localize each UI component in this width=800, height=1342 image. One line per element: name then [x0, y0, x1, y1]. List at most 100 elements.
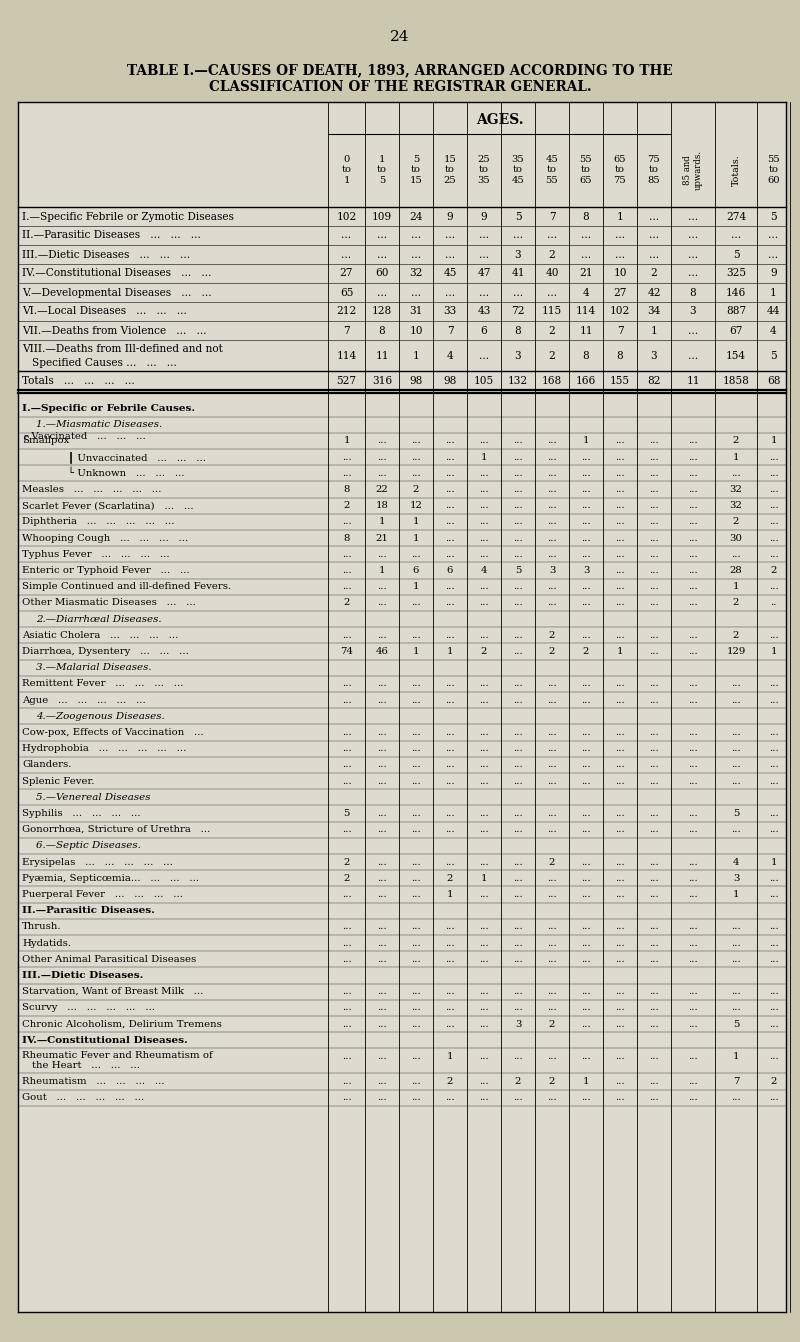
Text: ...: ...	[547, 890, 557, 899]
Text: 6: 6	[413, 566, 419, 574]
Text: 2: 2	[549, 631, 555, 640]
Text: ...: ...	[479, 761, 489, 769]
Text: ...: ...	[377, 1052, 387, 1062]
Text: ...: ...	[649, 1052, 659, 1062]
Text: ...: ...	[731, 695, 741, 705]
Text: 31: 31	[410, 306, 422, 317]
Text: ...: ...	[649, 1094, 659, 1102]
Text: ...: ...	[649, 1078, 659, 1086]
Text: ...: ...	[649, 599, 659, 608]
Text: ...: ...	[377, 287, 387, 298]
Text: 2: 2	[447, 1078, 453, 1086]
Text: Asiatic Cholera   ...   ...   ...   ...: Asiatic Cholera ... ... ... ...	[22, 631, 178, 640]
Text: 7: 7	[617, 326, 623, 336]
Text: ...: ...	[445, 809, 455, 819]
Text: 60: 60	[375, 268, 389, 279]
Text: ...: ...	[445, 922, 455, 931]
Text: ...: ...	[769, 890, 778, 899]
Text: 9: 9	[481, 212, 487, 221]
Text: ...: ...	[769, 695, 778, 705]
Text: ...: ...	[547, 582, 557, 590]
Text: 5: 5	[515, 566, 521, 574]
Text: ...: ...	[649, 1020, 659, 1028]
Text: 11: 11	[579, 326, 593, 336]
Text: ...: ...	[342, 452, 351, 462]
Text: ...: ...	[769, 518, 778, 526]
Text: ...: ...	[377, 874, 387, 883]
Text: ...: ...	[445, 599, 455, 608]
Text: ...: ...	[513, 938, 523, 947]
Text: Hydrophobia   ...   ...   ...   ...   ...: Hydrophobia ... ... ... ... ...	[22, 745, 186, 753]
Text: ...: ...	[649, 550, 659, 558]
Text: ...: ...	[649, 647, 659, 656]
Text: ...: ...	[445, 745, 455, 753]
Text: ...: ...	[649, 231, 659, 240]
Text: 4: 4	[733, 858, 739, 867]
Text: ...: ...	[649, 566, 659, 574]
Text: ...: ...	[547, 436, 557, 446]
Text: ...: ...	[513, 858, 523, 867]
Text: ...: ...	[377, 1020, 387, 1028]
Text: 21: 21	[375, 534, 389, 542]
Text: 274: 274	[726, 212, 746, 221]
Text: ...: ...	[547, 695, 557, 705]
Text: ...: ...	[649, 484, 659, 494]
Text: ...: ...	[342, 550, 351, 558]
Text: ...: ...	[377, 1094, 387, 1102]
Text: ...: ...	[769, 1020, 778, 1028]
Text: ...: ...	[342, 727, 351, 737]
Text: └ Unknown   ...   ...   ...: └ Unknown ... ... ...	[68, 468, 185, 478]
Text: 98: 98	[443, 376, 457, 386]
Text: ...: ...	[479, 745, 489, 753]
Text: ...: ...	[377, 988, 387, 996]
Text: 1.—Miasmatic Diseases.: 1.—Miasmatic Diseases.	[36, 420, 162, 429]
Text: ...: ...	[615, 922, 625, 931]
Text: ...: ...	[688, 938, 698, 947]
Text: ...: ...	[513, 777, 523, 785]
Text: 1: 1	[770, 436, 777, 446]
Text: 2: 2	[733, 599, 739, 608]
Text: 4: 4	[582, 287, 590, 298]
Text: 68: 68	[766, 376, 780, 386]
Text: IV.—Constitutional Diseases.: IV.—Constitutional Diseases.	[22, 1036, 188, 1045]
Text: 1858: 1858	[722, 376, 750, 386]
Text: 55
to
65: 55 to 65	[580, 156, 592, 185]
Text: ...: ...	[649, 582, 659, 590]
Text: ...: ...	[377, 777, 387, 785]
Text: ...: ...	[411, 745, 421, 753]
Text: 146: 146	[726, 287, 746, 298]
Text: ...: ...	[581, 599, 591, 608]
Text: ...: ...	[688, 809, 698, 819]
Text: 3.—Malarial Diseases.: 3.—Malarial Diseases.	[36, 663, 152, 672]
Text: ...: ...	[479, 287, 489, 298]
Text: 1: 1	[413, 534, 419, 542]
Text: 2: 2	[549, 647, 555, 656]
Text: ...: ...	[581, 922, 591, 931]
Text: ...: ...	[688, 922, 698, 931]
Text: ...: ...	[688, 599, 698, 608]
Text: ...: ...	[688, 231, 698, 240]
Text: 2: 2	[583, 647, 589, 656]
Text: ...: ...	[649, 988, 659, 996]
Text: 1: 1	[481, 452, 487, 462]
Text: 10: 10	[614, 268, 626, 279]
Text: ...: ...	[342, 825, 351, 835]
Text: 6.—Septic Diseases.: 6.—Septic Diseases.	[36, 841, 141, 851]
Text: 7: 7	[733, 1078, 739, 1086]
Text: ...: ...	[649, 679, 659, 688]
Text: ...: ...	[377, 582, 387, 590]
Text: ...: ...	[547, 468, 557, 478]
Text: 47: 47	[478, 268, 490, 279]
Text: ...: ...	[581, 777, 591, 785]
Text: Glanders.: Glanders.	[22, 761, 71, 769]
Text: ...: ...	[479, 350, 489, 361]
Text: ...: ...	[615, 938, 625, 947]
Text: ...: ...	[445, 231, 455, 240]
Text: ...: ...	[445, 631, 455, 640]
Text: ...: ...	[769, 761, 778, 769]
Text: ...: ...	[513, 745, 523, 753]
Text: ...: ...	[615, 761, 625, 769]
Text: ...: ...	[769, 550, 778, 558]
Text: 25
to
35: 25 to 35	[478, 156, 490, 185]
Text: ...: ...	[479, 988, 489, 996]
